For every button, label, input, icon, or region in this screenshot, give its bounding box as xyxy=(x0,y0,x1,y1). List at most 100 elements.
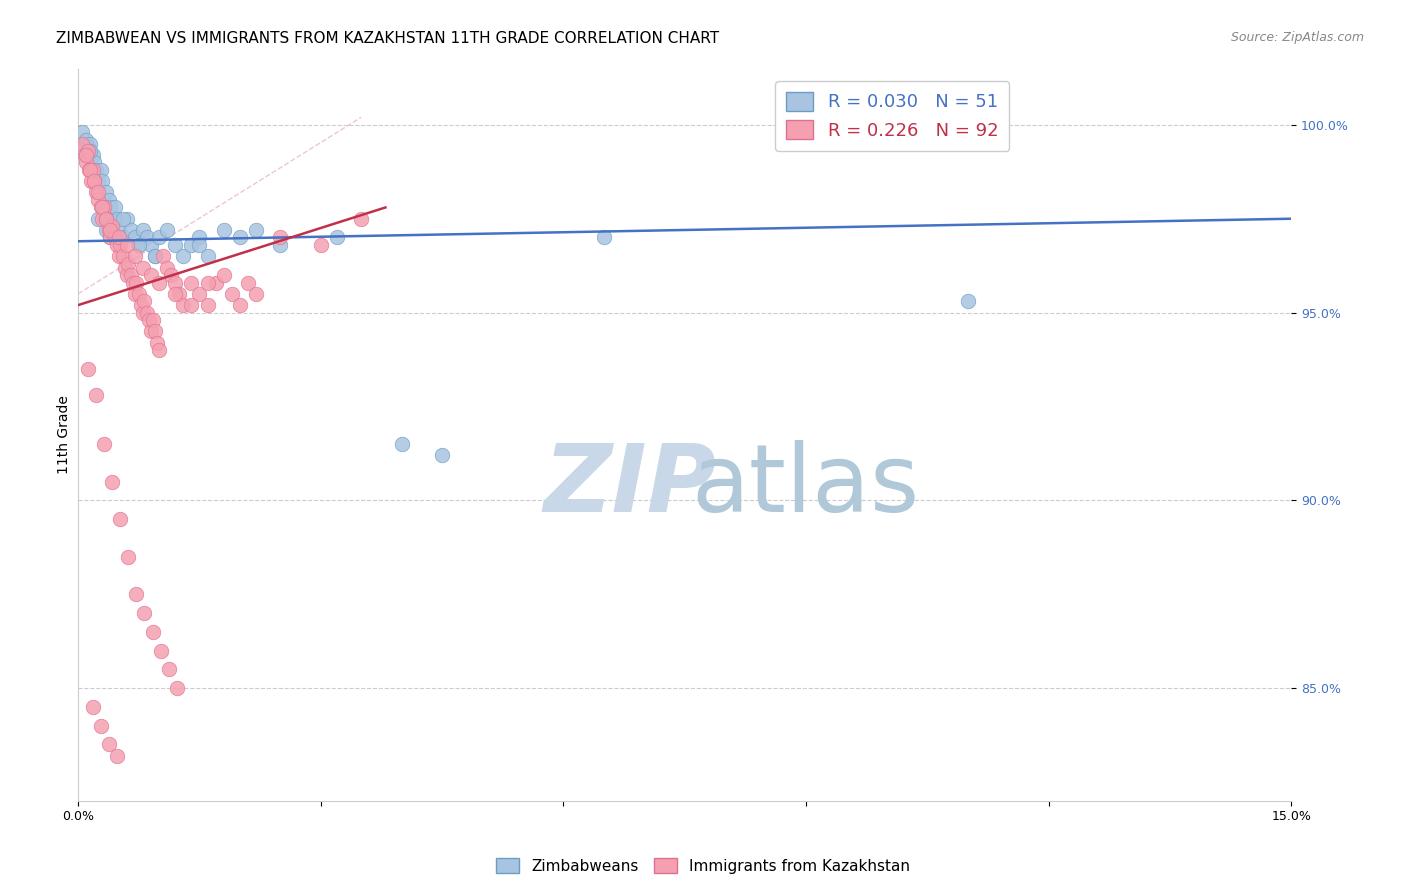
Point xyxy=(197,276,219,290)
Point xyxy=(128,238,150,252)
Legend: R = 0.030   N = 51, R = 0.226   N = 92: R = 0.030 N = 51, R = 0.226 N = 92 xyxy=(776,81,1010,151)
Point xyxy=(269,230,291,244)
Point xyxy=(172,249,194,263)
Point xyxy=(93,437,115,451)
Point xyxy=(107,249,129,263)
Point xyxy=(132,305,155,319)
Legend: Zimbabweans, Immigrants from Kazakhstan: Zimbabweans, Immigrants from Kazakhstan xyxy=(489,852,917,880)
Point xyxy=(87,193,110,207)
Text: Source: ZipAtlas.com: Source: ZipAtlas.com xyxy=(1230,31,1364,45)
Point xyxy=(100,201,122,215)
Point xyxy=(108,238,131,252)
Point xyxy=(96,211,118,226)
Point xyxy=(165,238,187,252)
Point xyxy=(125,587,148,601)
Point xyxy=(430,448,453,462)
Point xyxy=(197,298,219,312)
Point xyxy=(122,276,145,290)
Point xyxy=(79,136,101,151)
Point xyxy=(101,211,124,226)
Point xyxy=(197,249,219,263)
Point xyxy=(73,148,96,162)
Point xyxy=(129,298,152,312)
Point xyxy=(75,133,97,147)
Point xyxy=(100,230,122,244)
Point xyxy=(143,324,166,338)
Point xyxy=(87,211,110,226)
Point xyxy=(245,286,267,301)
Point xyxy=(90,201,112,215)
Point xyxy=(326,230,349,244)
Point xyxy=(115,238,138,252)
Point xyxy=(138,313,160,327)
Point xyxy=(82,148,104,162)
Point xyxy=(152,249,174,263)
Point xyxy=(212,268,235,282)
Point xyxy=(117,549,139,564)
Point xyxy=(188,238,211,252)
Point xyxy=(96,211,118,226)
Point xyxy=(134,606,156,620)
Point xyxy=(139,238,162,252)
Point xyxy=(124,249,146,263)
Point xyxy=(90,162,112,177)
Point xyxy=(97,223,120,237)
Point xyxy=(212,223,235,237)
Point xyxy=(115,211,138,226)
Point xyxy=(350,211,373,226)
Point xyxy=(128,238,150,252)
Point xyxy=(70,125,93,139)
Text: ZIMBABWEAN VS IMMIGRANTS FROM KAZAKHSTAN 11TH GRADE CORRELATION CHART: ZIMBABWEAN VS IMMIGRANTS FROM KAZAKHSTAN… xyxy=(56,31,720,46)
Point xyxy=(156,223,179,237)
Point xyxy=(111,211,134,226)
Point xyxy=(111,249,134,263)
Point xyxy=(188,230,211,244)
Point xyxy=(180,298,202,312)
Point xyxy=(180,238,202,252)
Point xyxy=(143,249,166,263)
Point xyxy=(100,223,122,237)
Point xyxy=(91,174,114,188)
Y-axis label: 11th Grade: 11th Grade xyxy=(58,395,72,474)
Point xyxy=(114,260,136,275)
Point xyxy=(120,223,142,237)
Point xyxy=(229,298,252,312)
Point xyxy=(75,155,97,169)
Point xyxy=(73,136,96,151)
Point xyxy=(87,174,110,188)
Point xyxy=(80,174,103,188)
Point xyxy=(96,186,118,200)
Point xyxy=(160,268,183,282)
Text: atlas: atlas xyxy=(692,440,920,532)
Point xyxy=(84,162,107,177)
Point xyxy=(103,201,125,215)
Point xyxy=(204,276,226,290)
Point xyxy=(76,144,98,158)
Point xyxy=(165,286,187,301)
Point xyxy=(83,155,105,169)
Point xyxy=(84,186,107,200)
Point xyxy=(221,286,243,301)
Point xyxy=(132,260,155,275)
Point xyxy=(117,257,139,271)
Point xyxy=(103,230,125,244)
Point xyxy=(76,140,98,154)
Point xyxy=(83,174,105,188)
Point xyxy=(97,738,120,752)
Point xyxy=(141,624,163,639)
Point xyxy=(180,276,202,290)
Point xyxy=(166,681,188,695)
Point xyxy=(111,230,134,244)
Point xyxy=(229,230,252,244)
Point xyxy=(592,230,614,244)
Point xyxy=(97,193,120,207)
Point xyxy=(236,276,259,290)
Point xyxy=(83,174,105,188)
Point xyxy=(245,223,267,237)
Point xyxy=(82,699,104,714)
Point xyxy=(93,201,115,215)
Point xyxy=(956,294,979,309)
Point xyxy=(120,268,142,282)
Point xyxy=(124,286,146,301)
Point xyxy=(76,362,98,376)
